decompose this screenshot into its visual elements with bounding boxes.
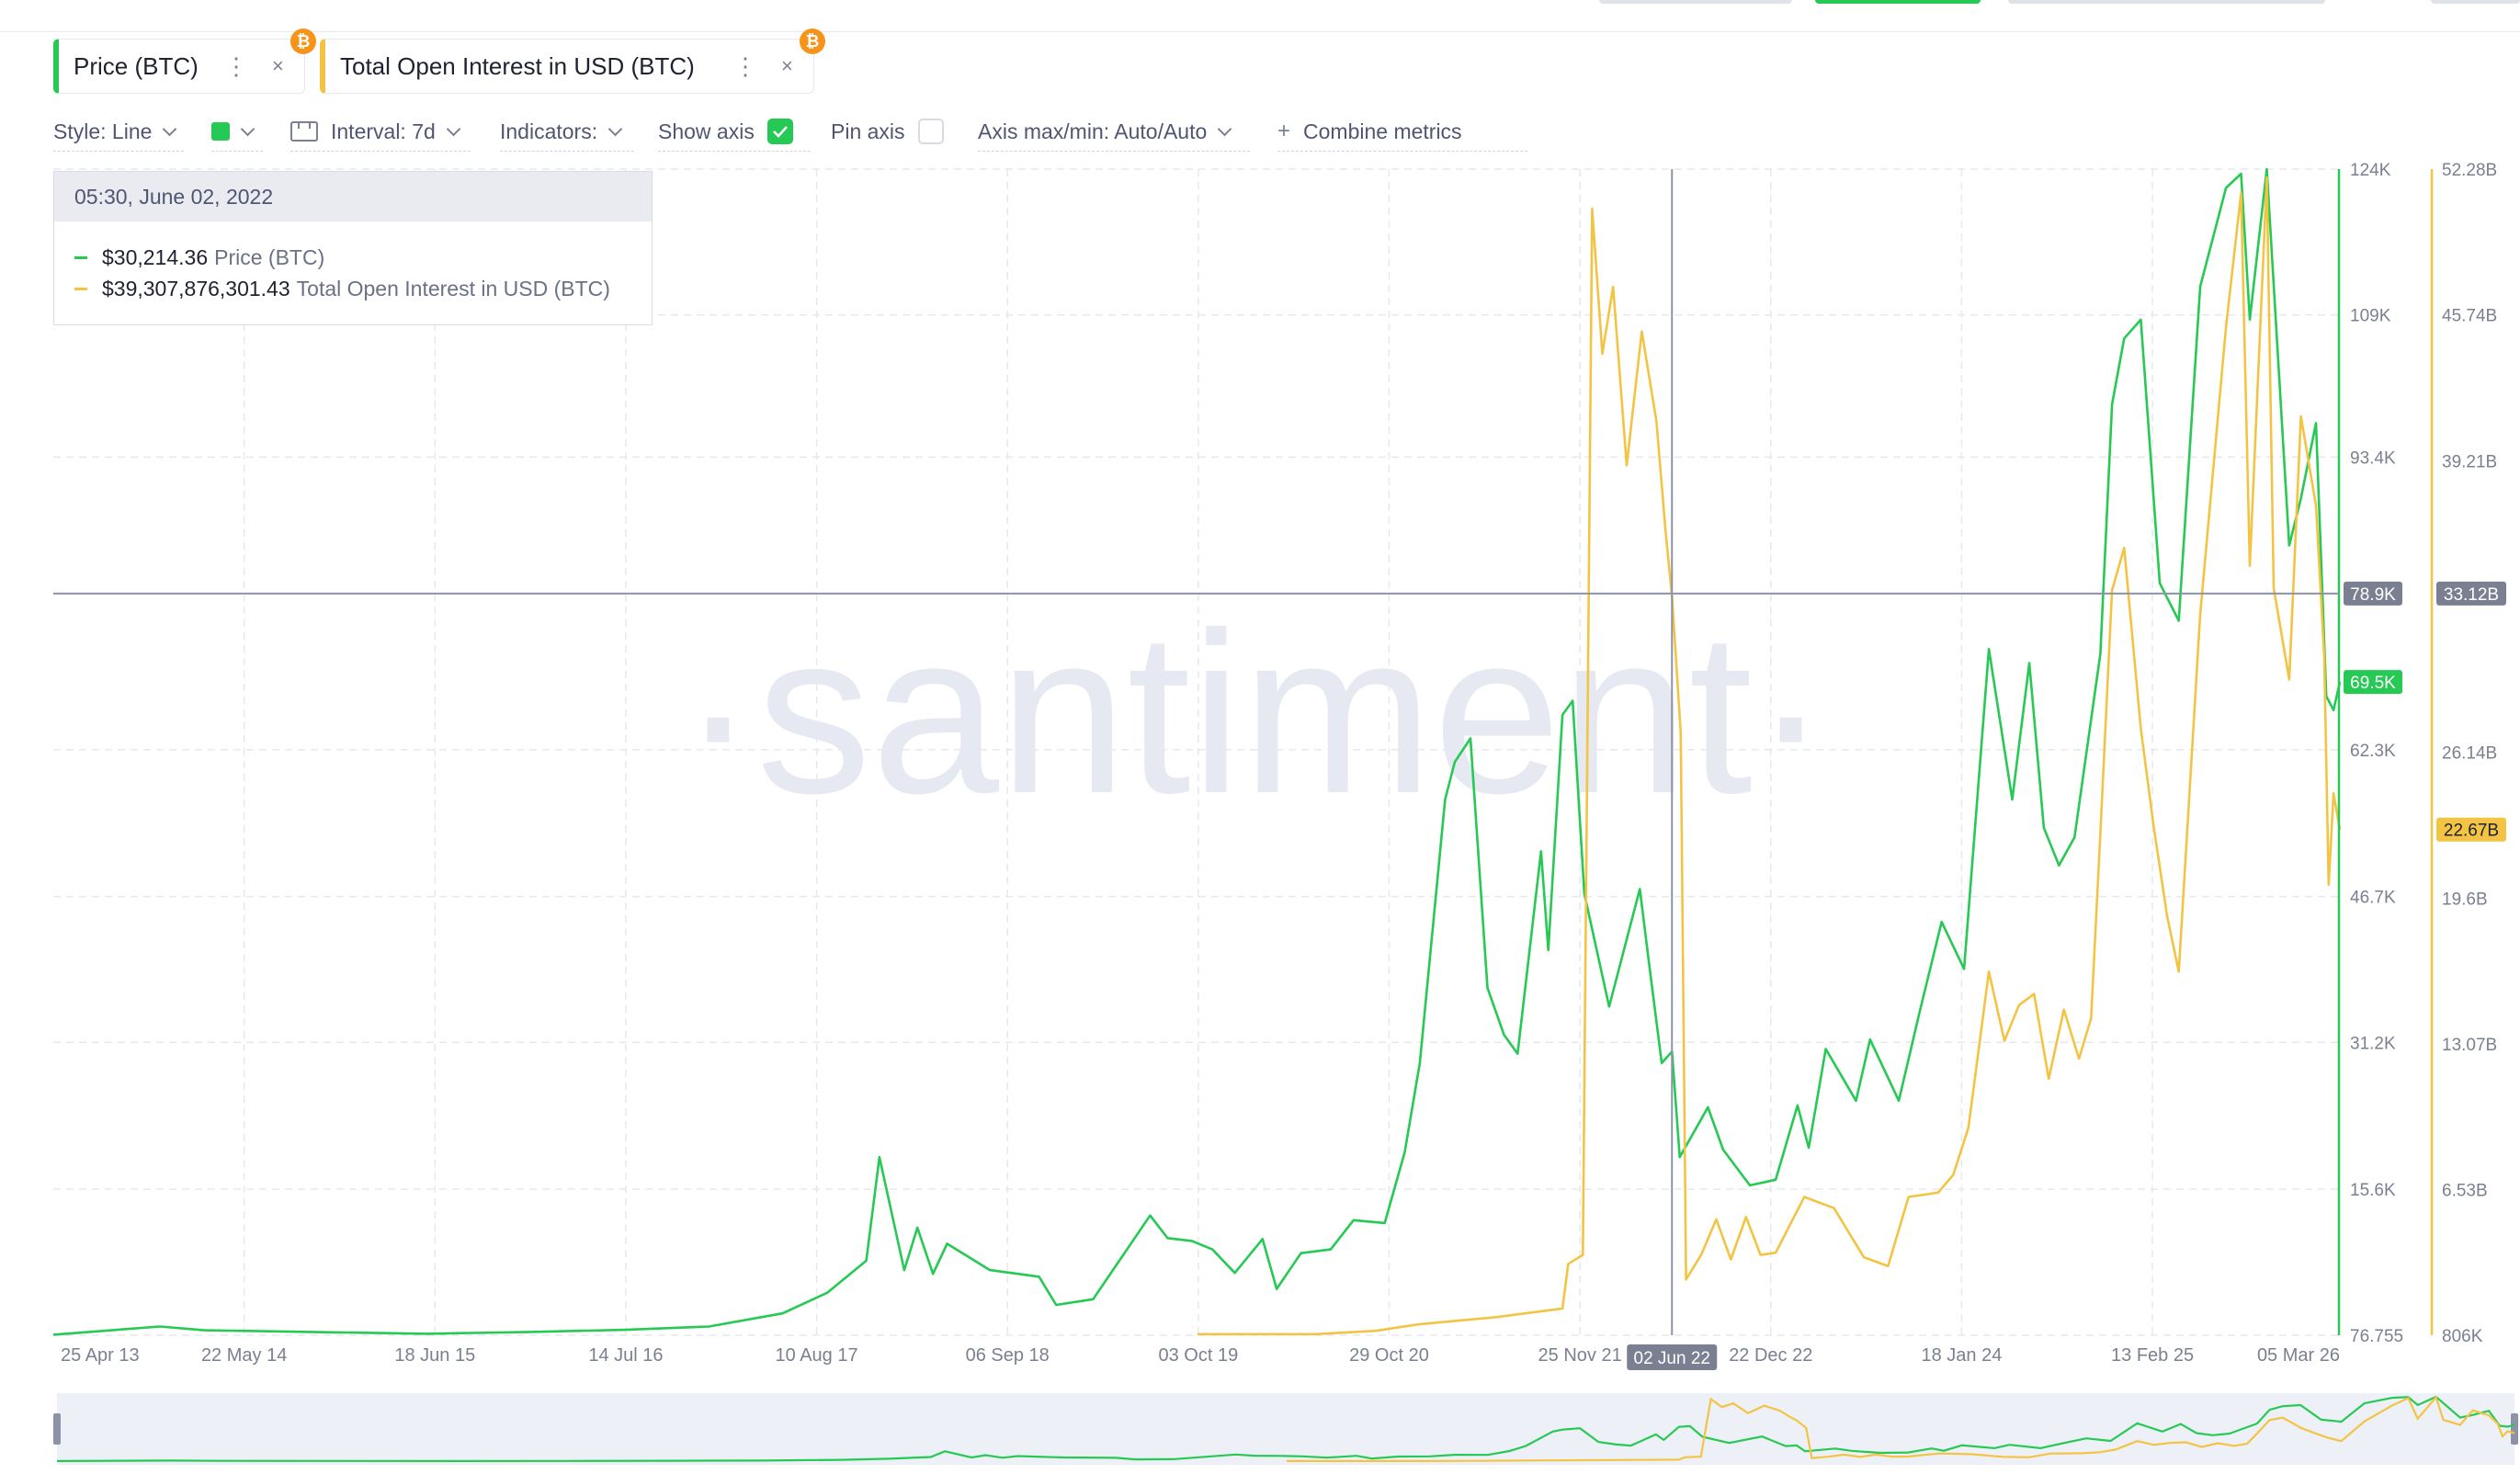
price-legend-swatch (74, 256, 87, 259)
color-selector[interactable] (211, 112, 263, 152)
y-left-tick-label: 62.3K (2350, 742, 2396, 761)
y-right-tick-label: 45.74B (2442, 307, 2497, 326)
crosshair-date-label: 02 Jun 22 (1634, 1349, 1710, 1368)
pin-axis-label: Pin axis (831, 119, 905, 143)
tooltip-price-value: $30,214.36 (102, 245, 209, 269)
close-icon[interactable]: × (781, 54, 793, 77)
metric-chip-label: Price (BTC) (74, 51, 199, 80)
chart-tooltip: 05:30, June 02, 2022 $30,214.36 Price (B… (53, 171, 653, 325)
x-tick-label: 03 Oct 19 (1158, 1345, 1238, 1366)
check-icon (772, 126, 788, 138)
x-tick-label: 22 Dec 22 (1729, 1345, 1812, 1366)
more-options-icon[interactable]: ⋮ (224, 51, 248, 80)
y-right-tick-label: 19.6B (2442, 890, 2488, 909)
indicators-label: Indicators: (500, 119, 598, 143)
crosshair-right-value-label-bg (2436, 581, 2506, 606)
y-left-tick-label: 76.755 (2350, 1327, 2403, 1346)
x-tick-label: 29 Oct 20 (1349, 1345, 1429, 1366)
interval-selector[interactable]: Interval: 7d (290, 112, 471, 152)
y-left-tick-label: 109K (2350, 307, 2391, 326)
interval-label: Interval: 7d (331, 119, 436, 143)
y-left-tick-label: 124K (2350, 161, 2391, 180)
navigator-open-interest-line (1286, 1395, 2515, 1462)
latest-price-label: 69.5K (2350, 674, 2396, 693)
tooltip-row-oi: $39,307,876,301.43 Total Open Interest i… (74, 277, 610, 301)
top-tab-stub[interactable] (1599, 0, 1792, 4)
y-right-tick-label: 6.53B (2442, 1182, 2488, 1201)
navigator-window (57, 1393, 2514, 1465)
x-tick-label: 06 Sep 18 (966, 1345, 1050, 1366)
x-tick-label: 05 Mar 26 (2257, 1345, 2340, 1366)
more-options-icon[interactable]: ⋮ (733, 51, 757, 80)
y-left-tick-label: 46.7K (2350, 889, 2396, 908)
y-right-tick-label: 26.14B (2442, 744, 2497, 764)
latest-open-interest-label: 22.67B (2444, 822, 2499, 841)
latest-open-interest-label-bg (2436, 817, 2506, 842)
combine-metrics-label: Combine metrics (1303, 119, 1462, 143)
style-selector[interactable]: Style: Line (53, 112, 184, 152)
top-tab-stub[interactable] (2431, 0, 2520, 4)
top-tab-stub-active[interactable] (1815, 0, 1981, 4)
show-axis-toggle[interactable]: Show axis (658, 112, 811, 152)
close-icon[interactable]: × (272, 54, 284, 77)
navigator-price-line (56, 1395, 2515, 1463)
y-right-tick-label: 13.07B (2442, 1036, 2497, 1055)
series-lines (52, 167, 2342, 1336)
axis-maxmin-selector[interactable]: Axis max/min: Auto/Auto (978, 112, 1250, 152)
y-left-tick-label: 15.6K (2350, 1181, 2396, 1200)
y-right-tick-label: 39.21B (2442, 452, 2497, 471)
bitcoin-icon: ₿ (800, 28, 825, 54)
chart-axes: 25 Apr 13 22 May 14 18 Jun 15 14 Jul 16 10 A… (53, 161, 2506, 1370)
x-tick-label: 13 Feb 25 (2111, 1345, 2194, 1366)
tooltip-price-name: Price (BTC) (214, 245, 325, 269)
tooltip-oi-value: $39,307,876,301.43 (102, 277, 290, 300)
pin-axis-toggle[interactable]: Pin axis (831, 112, 952, 151)
y-left-tick-label: 31.2K (2350, 1034, 2396, 1053)
top-bar (0, 0, 2520, 32)
metric-chip-open-interest[interactable]: Total Open Interest in USD (BTC) ⋮ × ₿ (320, 28, 825, 94)
y-right-tick-label: 806K (2442, 1327, 2483, 1346)
top-tab-stub[interactable] (2008, 0, 2325, 4)
show-axis-checkbox[interactable] (766, 119, 793, 144)
x-tick-label: 18 Jun 15 (394, 1345, 475, 1366)
tooltip-oi-name: Total Open Interest in USD (BTC) (296, 277, 610, 300)
crosshair-left-value-label: 78.9K (2350, 585, 2396, 605)
metric-chip-price[interactable]: Price (BTC) ⋮ × ₿ (53, 28, 316, 94)
pin-axis-checkbox[interactable] (917, 119, 944, 144)
x-tick-label: 10 Aug 17 (776, 1345, 858, 1366)
x-tick-label: 18 Jan 24 (1921, 1345, 2002, 1366)
show-axis-label: Show axis (658, 119, 755, 143)
watermark: ·santiment· (680, 584, 1829, 841)
crosshair-date-label-bg (1627, 1344, 1718, 1370)
y-left-tick-label: 93.4K (2350, 448, 2396, 468)
x-tick-label: 25 Apr 13 (61, 1345, 140, 1366)
indicators-selector[interactable]: Indicators: (500, 112, 634, 152)
x-tick-label: 22 May 14 (201, 1345, 287, 1366)
navigator-handle-right (2511, 1413, 2518, 1445)
metric-chip-label: Total Open Interest in USD (BTC) (340, 51, 695, 80)
axis-maxmin-label: Axis max/min: Auto/Auto (978, 119, 1208, 143)
style-label: Style: Line (53, 119, 153, 143)
price-series-line (52, 167, 2342, 1336)
tooltip-date: 05:30, June 02, 2022 (54, 172, 652, 221)
bitcoin-icon: ₿ (290, 28, 316, 54)
open-interest-series-line (1197, 176, 2342, 1336)
y-right-tick-label: 52.28B (2442, 161, 2497, 180)
combine-metrics-button[interactable]: + Combine metrics (1277, 112, 1527, 152)
crosshair-right-value-label: 33.12B (2444, 585, 2499, 605)
oi-legend-swatch (74, 288, 87, 290)
chart-grid (53, 168, 2340, 1336)
navigator-handle-left (53, 1413, 61, 1445)
latest-price-label-bg (2344, 670, 2402, 695)
navigator[interactable] (53, 1393, 2518, 1465)
color-swatch (211, 122, 230, 141)
calendar-icon (290, 121, 318, 142)
x-tick-label: 14 Jul 16 (588, 1345, 663, 1366)
plus-icon: + (1277, 119, 1291, 143)
crosshair-left-value-label-bg (2344, 581, 2402, 606)
tooltip-row-price: $30,214.36 Price (BTC) (74, 245, 324, 270)
x-tick-label: 25 Nov 21 (1538, 1345, 1622, 1366)
